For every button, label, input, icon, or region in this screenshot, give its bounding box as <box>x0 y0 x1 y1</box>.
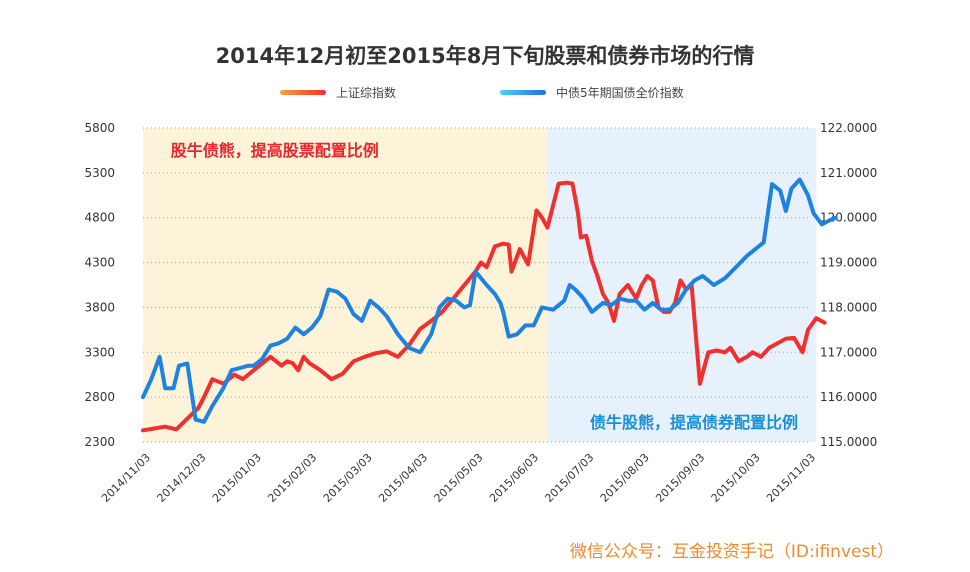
x-tick-label: 2015/04/03 <box>376 451 430 505</box>
y-right-tick-label: 117.0000 <box>820 345 877 359</box>
x-tick-label: 2015/03/03 <box>321 451 375 505</box>
chart-legend: 上证综指数 中债5年期国债全价指数 <box>0 84 970 104</box>
x-tick-label: 2015/02/03 <box>265 451 319 505</box>
region-background-0 <box>143 128 548 442</box>
y-left-tick-label: 4300 <box>84 256 115 270</box>
y-left-tick-label: 4800 <box>84 211 115 225</box>
x-tick-label: 2015/11/03 <box>764 451 818 505</box>
y-right-tick-label: 121.0000 <box>820 166 877 180</box>
y-left-tick-label: 3800 <box>84 300 115 314</box>
x-tick-label: 2015/05/03 <box>432 451 486 505</box>
y-right-tick-label: 119.0000 <box>820 256 877 270</box>
y-right-tick-label: 120.0000 <box>820 211 877 225</box>
x-tick-label: 2015/07/03 <box>542 451 596 505</box>
y-left-tick-label: 5800 <box>84 121 115 135</box>
annotation-stock-bull: 股牛债熊，提高股票配置比例 <box>171 141 379 160</box>
y-left-tick-label: 3300 <box>84 345 115 359</box>
legend-label-shanghai-index: 上证综指数 <box>336 86 397 100</box>
y-left-tick-label: 2800 <box>84 390 115 404</box>
legend-label-bond-index: 中债5年期国债全价指数 <box>556 86 684 100</box>
x-tick-label: 2015/10/03 <box>709 451 763 505</box>
y-right-tick-label: 118.0000 <box>820 300 877 314</box>
x-tick-label: 2015/06/03 <box>487 451 541 505</box>
y-left-tick-label: 5300 <box>84 166 115 180</box>
y-right-tick-label: 122.0000 <box>820 121 877 135</box>
source-footer: 微信公众号：互金投资手记（ID:ifinvest） <box>569 542 894 562</box>
x-tick-label: 2014/12/03 <box>155 451 209 505</box>
series-line-0 <box>141 180 827 433</box>
x-tick-label: 2015/08/03 <box>598 451 652 505</box>
annotation-bond-bull: 债牛股熊，提高债券配置比例 <box>590 413 798 432</box>
x-tick-label: 2015/01/03 <box>210 451 264 505</box>
y-right-tick-label: 115.0000 <box>820 435 877 449</box>
series-line-1 <box>141 177 838 424</box>
y-right-tick-label: 116.0000 <box>820 390 877 404</box>
y-left-tick-label: 2300 <box>84 435 115 449</box>
legend-swatch-blue <box>500 90 546 95</box>
legend-item-bond-index: 中债5年期国债全价指数 <box>500 84 684 101</box>
x-tick-label: 2014/11/03 <box>99 451 153 505</box>
legend-swatch-red <box>280 90 326 95</box>
chart-title: 2014年12月初至2015年8月下旬股票和债券市场的行情 <box>215 44 755 68</box>
legend-item-shanghai-index: 上证综指数 <box>280 84 396 101</box>
x-tick-label: 2015/09/03 <box>653 451 707 505</box>
